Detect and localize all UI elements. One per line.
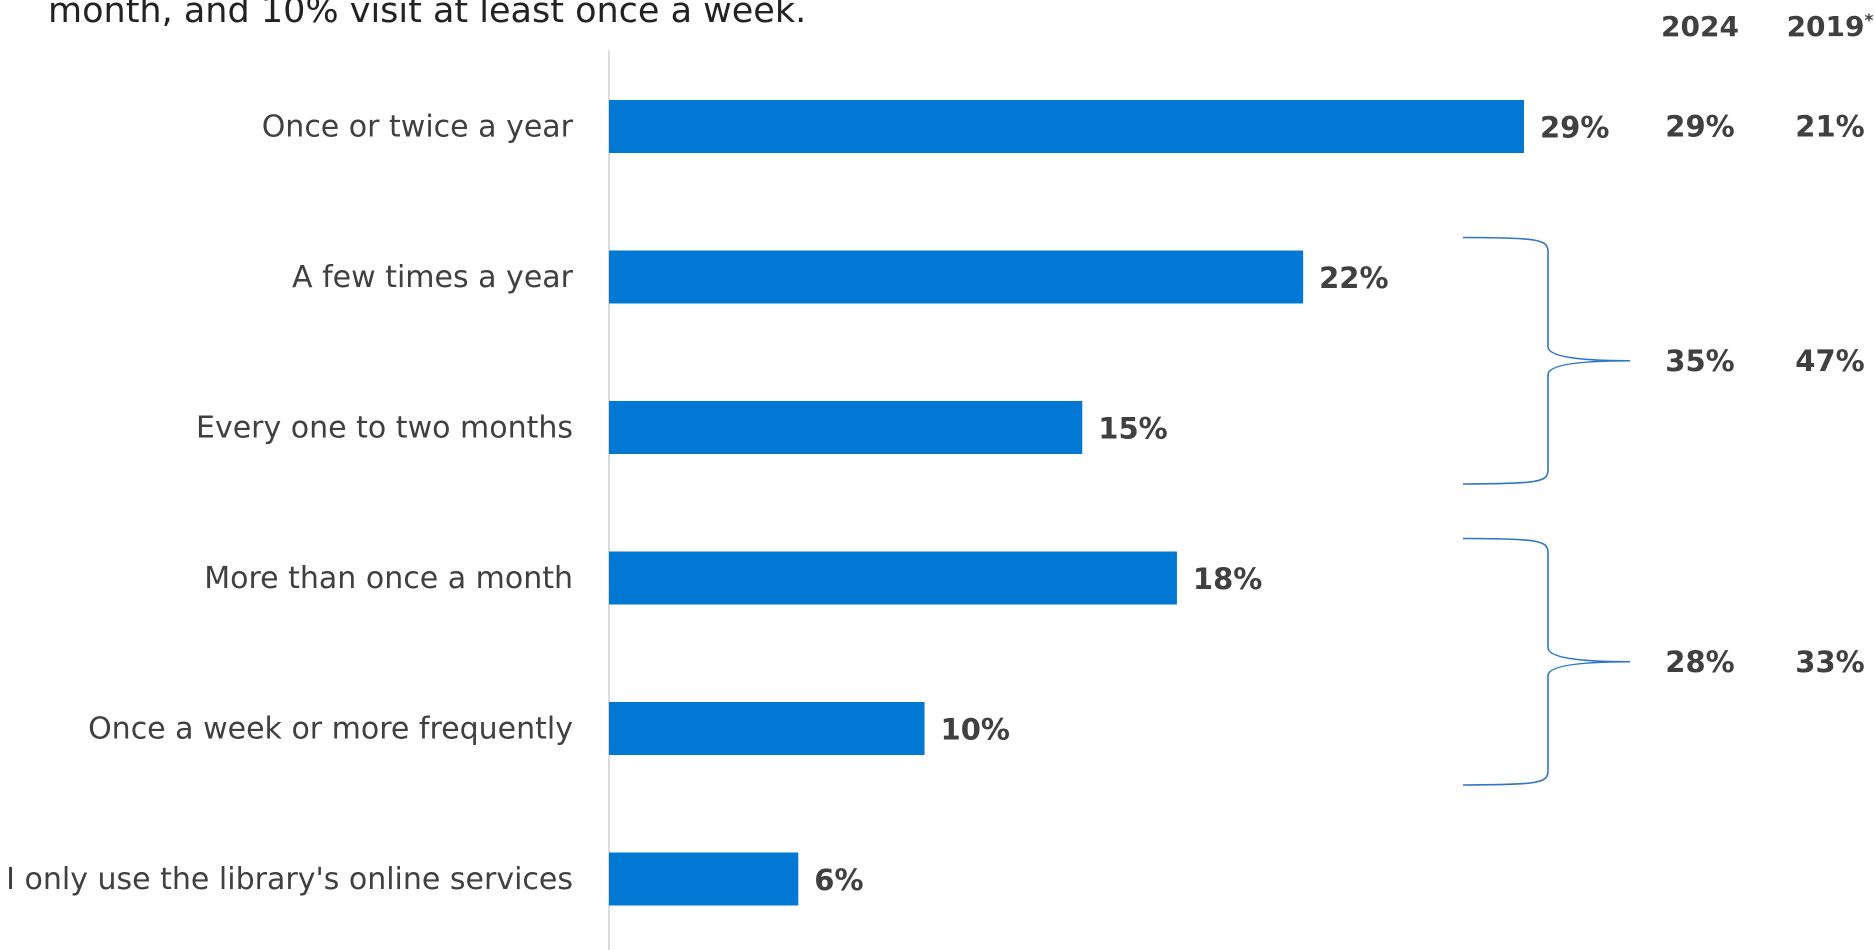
category-label-once-a-week-or-more-frequently: Once a week or more frequently [88,712,573,747]
bar-more-than-once-a-month [609,551,1177,605]
column-header-2024: 2024 [1661,10,1739,43]
bar-once-or-twice-a-year [609,100,1524,153]
table-value-2019-row-1: 21% [1795,110,1864,144]
column-header-2019: 2019* [1787,10,1874,43]
table-value-2024-row-2: 35% [1665,344,1734,378]
bar-a-few-times-a-year [609,250,1304,304]
chart-subtitle: month, and 10% visit at least once a wee… [48,0,806,31]
table-value-2019-row-2: 47% [1795,344,1864,378]
bracket-group-3 [1462,537,1631,786]
bar-every-one-to-two-months [609,401,1083,454]
category-label-i-only-use-the-library-s-online-services: I only use the library's online services [6,862,573,897]
category-label-once-or-twice-a-year: Once or twice a year [262,110,574,145]
table-value-2024-row-1: 29% [1665,110,1734,144]
table-value-2019-row-3: 33% [1795,645,1864,679]
bracket-group [1462,236,1631,786]
bar-group [609,100,1524,906]
data-label-i-only-use-the-library-s-online-services: 6% [814,863,863,897]
data-label-every-one-to-two-months: 15% [1098,412,1167,446]
category-label-group: Once or twice a year A few times a year Ev… [6,110,574,898]
comparison-table: 2024 2019* 29% 21% 35% 47% 28% 33% [1661,10,1873,679]
bar-once-a-week-or-more-frequently [609,702,925,755]
table-value-2024-row-3: 28% [1665,645,1734,679]
category-label-a-few-times-a-year: A few times a year [292,260,574,295]
data-label-a-few-times-a-year: 22% [1319,261,1388,295]
category-label-every-one-to-two-months: Every one to two months [196,411,573,446]
category-label-more-than-once-a-month: More than once a month [204,561,573,596]
value-label-group: 29% 22% 15% 18% 10% 6% [814,111,1609,898]
data-label-once-or-twice-a-year: 29% [1540,111,1609,145]
bracket-group-2 [1462,236,1631,485]
data-label-more-than-once-a-month: 18% [1193,562,1262,596]
data-label-once-a-week-or-more-frequently: 10% [941,713,1010,747]
bar-i-only-use-the-library-s-online-services [609,852,799,906]
